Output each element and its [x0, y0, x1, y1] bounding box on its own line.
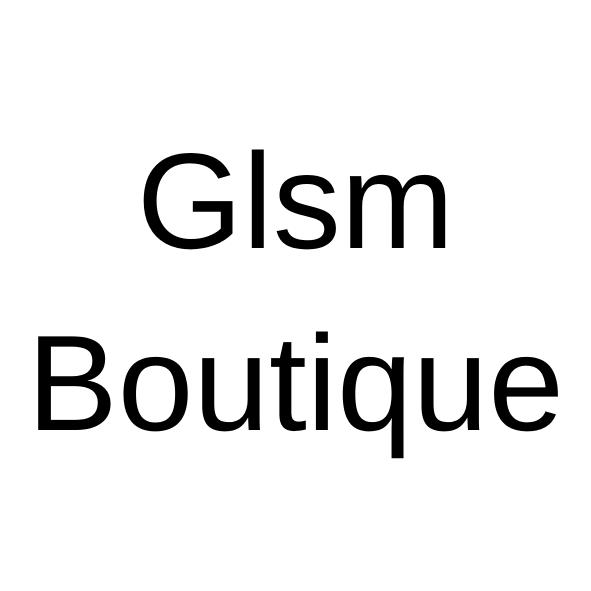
logo-line-brand: Glsm	[136, 125, 455, 277]
logo-line-boutique: Boutique	[27, 307, 564, 459]
